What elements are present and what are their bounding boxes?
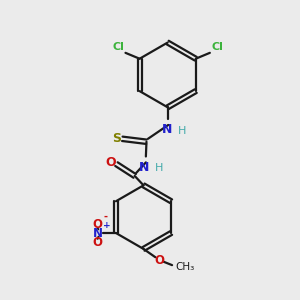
Text: H: H	[155, 163, 164, 173]
Text: N: N	[162, 124, 172, 136]
Text: N: N	[93, 226, 103, 239]
Text: O: O	[93, 236, 103, 249]
Text: N: N	[139, 161, 150, 174]
Text: +: +	[103, 220, 111, 230]
Text: O: O	[93, 218, 103, 231]
Text: O: O	[155, 254, 165, 267]
Text: H: H	[178, 126, 186, 136]
Text: -: -	[103, 211, 107, 221]
Text: S: S	[112, 132, 121, 145]
Text: Cl: Cl	[211, 42, 223, 52]
Text: CH₃: CH₃	[175, 262, 194, 272]
Text: Cl: Cl	[112, 42, 124, 52]
Text: O: O	[106, 156, 116, 169]
